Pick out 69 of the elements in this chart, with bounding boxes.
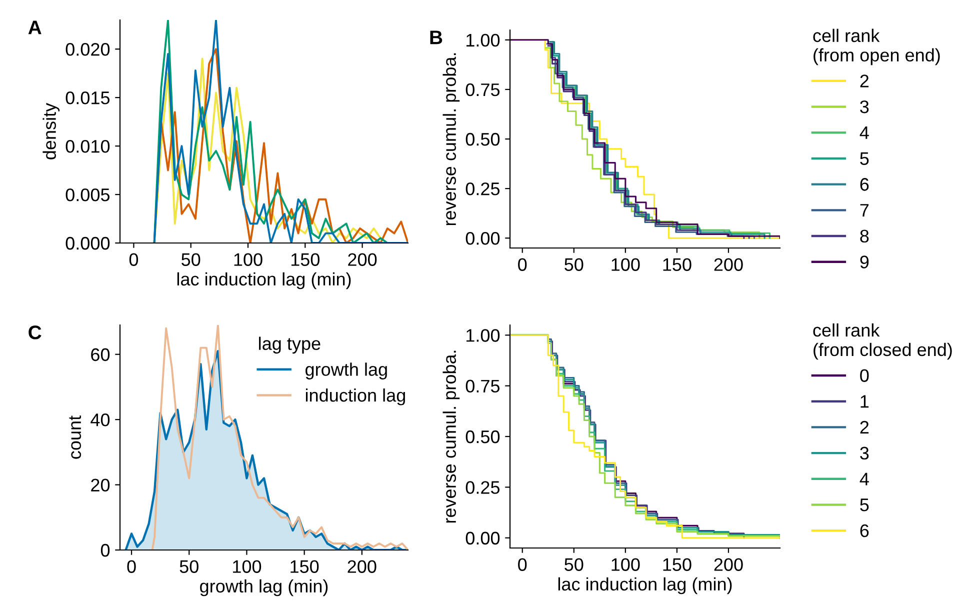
text: C xyxy=(28,326,42,340)
y-axis-title: density xyxy=(42,102,60,160)
text: A xyxy=(28,20,42,34)
x-tick-label: 200 xyxy=(348,253,377,266)
x-tick-label: 200 xyxy=(714,258,743,271)
x-axis-title: lac induction lag (min) xyxy=(177,272,351,290)
y-tick-label: 0.75 xyxy=(466,83,500,96)
x-tick-label: 150 xyxy=(663,558,692,571)
legend-label: 3 xyxy=(860,100,869,114)
x-axis-title: growth lag (min) xyxy=(200,579,328,596)
legend-label: 5 xyxy=(860,498,869,512)
y-tick-label: 0.000 xyxy=(66,236,110,250)
x-tick-label: 50 xyxy=(182,253,200,266)
x-tick-label: 100 xyxy=(233,560,262,573)
legend-label: 8 xyxy=(860,230,869,243)
y-tick-label: 0.00 xyxy=(466,532,500,545)
y-tick-label: 0.50 xyxy=(466,132,500,146)
x-tick-label: 100 xyxy=(612,558,640,571)
y-tick-label: 0.015 xyxy=(66,92,110,104)
legend-title: cell rank (from closed end) xyxy=(813,323,952,360)
x-tick-label: 150 xyxy=(290,560,319,573)
y-tick-label: 1.00 xyxy=(466,34,500,47)
x-tick-label: 0 xyxy=(127,560,136,573)
legend-label: 4 xyxy=(860,126,869,139)
y-axis-title: reverse cumul. proba. xyxy=(442,53,460,226)
legend-label: 9 xyxy=(860,256,869,268)
y-tick-label: 0.00 xyxy=(466,232,500,245)
y-tick-label: 1.00 xyxy=(466,329,500,342)
y-tick-label: 0.005 xyxy=(66,188,110,202)
y-tick-label: 0 xyxy=(100,544,110,557)
legend-label: 6 xyxy=(860,178,869,191)
legend-label: growth lag xyxy=(306,362,387,380)
y-tick-label: 0.25 xyxy=(466,182,500,196)
x-tick-label: 150 xyxy=(663,258,692,271)
x-tick-label: 100 xyxy=(612,258,640,271)
x-tick-label: 0 xyxy=(518,558,527,571)
x-tick-label: 0 xyxy=(518,258,527,271)
legend-label: induction lag xyxy=(306,388,405,406)
y-tick-label: 0.020 xyxy=(66,43,110,56)
y-tick-label: 0.75 xyxy=(466,380,500,393)
x-axis-title: lac induction lag (min) xyxy=(558,577,732,594)
y-tick-label: 20 xyxy=(91,478,110,492)
y-tick-label: 0.010 xyxy=(66,140,110,153)
legend-label: 4 xyxy=(860,472,869,486)
y-axis-title: reverse cumul. proba. xyxy=(442,350,460,523)
y-axis-title: count xyxy=(69,416,82,459)
legend-label: 0 xyxy=(860,369,869,382)
legend-title: cell rank (from open end) xyxy=(813,28,940,66)
legend-label: 3 xyxy=(860,446,869,460)
y-tick-label: 40 xyxy=(90,414,110,426)
x-tick-label: 50 xyxy=(564,258,584,271)
x-tick-label: 50 xyxy=(564,558,584,571)
legend-label: 7 xyxy=(860,204,869,216)
x-tick-label: 150 xyxy=(291,253,320,266)
x-tick-label: 50 xyxy=(180,560,198,573)
x-tick-label: 200 xyxy=(714,558,743,571)
legend-label: 2 xyxy=(860,420,869,434)
text: B xyxy=(430,30,442,44)
legend-label: 6 xyxy=(860,524,869,538)
legend-title: lag type xyxy=(259,336,320,354)
legend-label: 5 xyxy=(860,152,869,165)
x-tick-label: 0 xyxy=(129,253,138,266)
legend-label: 1 xyxy=(860,395,869,408)
y-tick-label: 0.50 xyxy=(466,430,500,444)
legend-label: 2 xyxy=(860,74,869,88)
y-tick-label: 60 xyxy=(91,348,110,362)
y-tick-label: 0.25 xyxy=(466,481,500,494)
x-tick-label: 100 xyxy=(234,253,262,266)
x-tick-label: 200 xyxy=(348,560,376,573)
